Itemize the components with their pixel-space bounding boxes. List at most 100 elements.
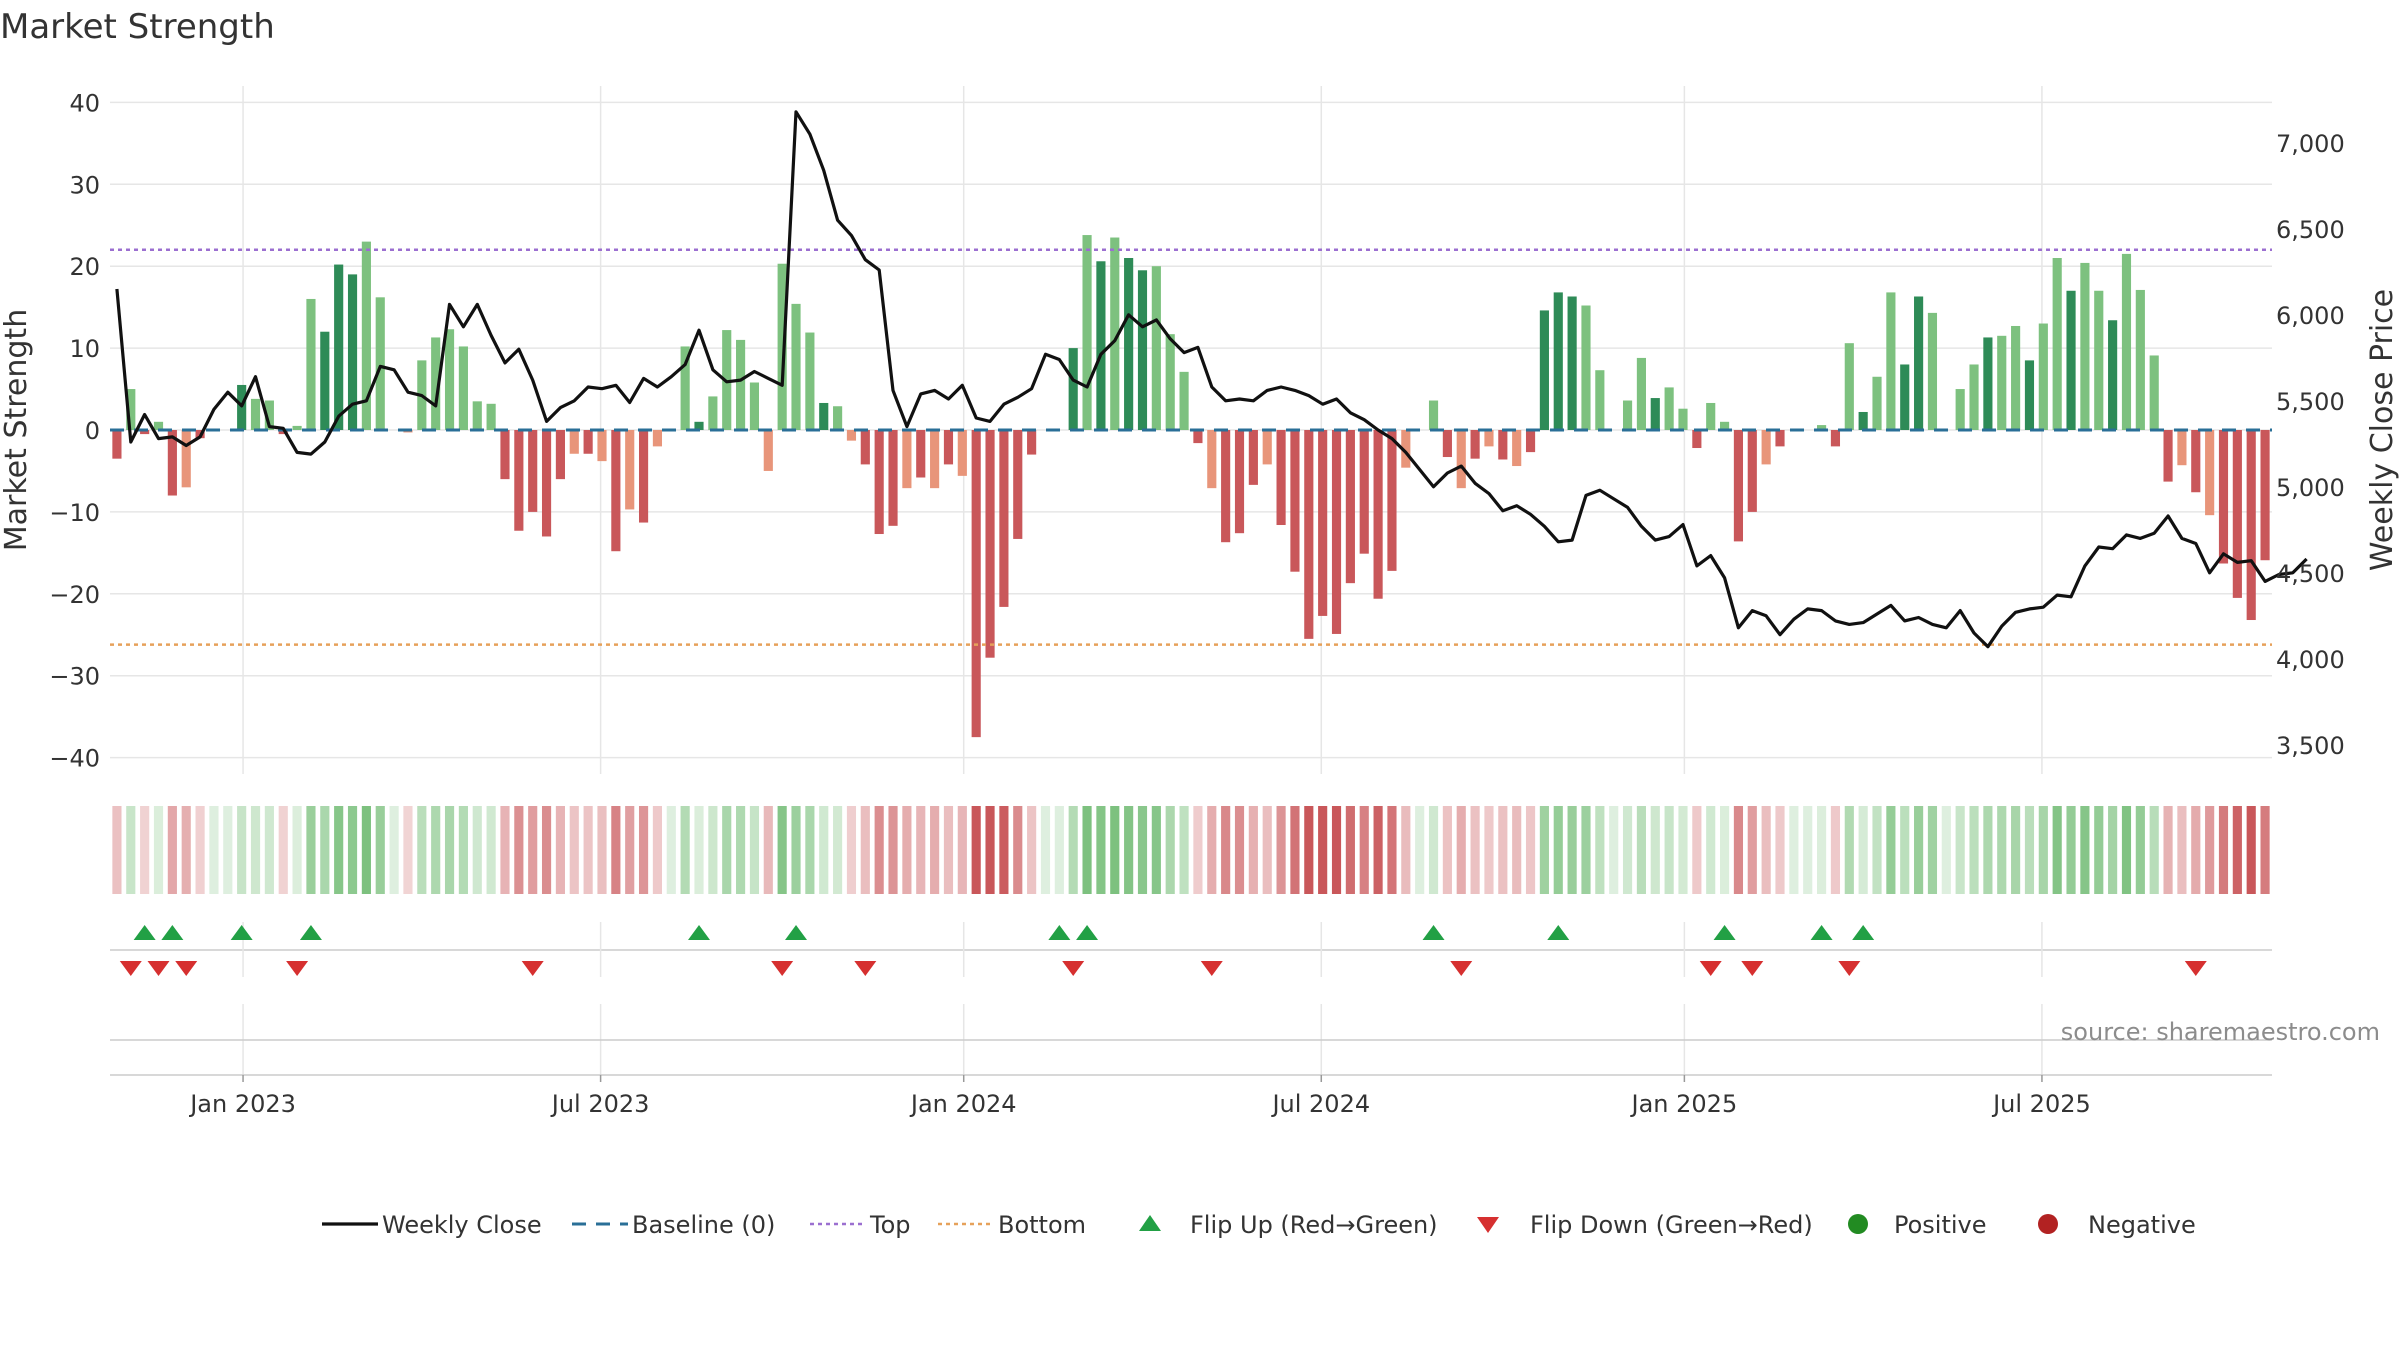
strength-bar bbox=[805, 332, 815, 430]
heat-cell bbox=[1525, 806, 1536, 894]
x-tick-label: Jul 2025 bbox=[1991, 1090, 2091, 1118]
heat-cell bbox=[722, 806, 732, 894]
strength-bar bbox=[2135, 289, 2145, 430]
heat-cell bbox=[2038, 806, 2048, 894]
strength-bar bbox=[444, 329, 455, 430]
heat-cell bbox=[1969, 806, 1979, 894]
strength-bar bbox=[1539, 310, 1549, 430]
strength-bar bbox=[1817, 425, 1827, 430]
strength-bar bbox=[708, 396, 718, 430]
strength-bar bbox=[1470, 430, 1480, 459]
strength-bar bbox=[749, 382, 760, 430]
strength-bar bbox=[2052, 258, 2062, 430]
heat-cell bbox=[2121, 806, 2132, 894]
x-tick-label: Jul 2024 bbox=[1270, 1090, 1370, 1118]
heat-cell bbox=[1900, 806, 1910, 894]
heat-cell bbox=[1137, 806, 1148, 894]
heat-cell bbox=[1983, 806, 1993, 894]
legend-label: Flip Down (Green→Red) bbox=[1530, 1211, 1813, 1239]
flip-down-marker bbox=[771, 961, 794, 976]
heat-cell bbox=[2108, 806, 2118, 894]
heat-cell bbox=[1373, 806, 1383, 894]
strength-bar bbox=[1636, 357, 1646, 430]
left-tick-label: 10 bbox=[69, 335, 100, 363]
strength-bar bbox=[777, 263, 787, 430]
heat-cell bbox=[625, 806, 635, 894]
strength-bar bbox=[1124, 258, 1134, 430]
strength-bar bbox=[1428, 400, 1439, 430]
heat-cell bbox=[2191, 806, 2201, 894]
heat-cell bbox=[555, 806, 565, 894]
heat-cell bbox=[2205, 806, 2215, 894]
strength-bar bbox=[2163, 430, 2173, 482]
strength-bar bbox=[1442, 430, 1452, 458]
heat-cell bbox=[1013, 806, 1023, 894]
strength-bar bbox=[1733, 430, 1744, 542]
strength-bar bbox=[846, 430, 857, 441]
strength-bar bbox=[140, 430, 150, 435]
heat-cell bbox=[888, 806, 898, 894]
strength-bar bbox=[625, 430, 635, 510]
heat-cell bbox=[791, 806, 801, 894]
strength-bar bbox=[334, 264, 344, 430]
strength-bar bbox=[583, 430, 593, 454]
heat-cell bbox=[1678, 806, 1688, 894]
flip-up-marker bbox=[1422, 925, 1445, 940]
right-tick-label: 5,500 bbox=[2276, 388, 2345, 416]
strength-bar bbox=[943, 430, 954, 465]
strength-bar bbox=[1678, 408, 1688, 430]
heat-cell bbox=[2080, 806, 2090, 894]
strength-bar bbox=[2066, 290, 2076, 430]
strength-bar bbox=[500, 430, 510, 480]
heat-cell bbox=[1955, 806, 1965, 894]
heat-cell bbox=[749, 806, 760, 894]
strength-bar bbox=[1484, 430, 1494, 447]
heat-cell bbox=[1442, 806, 1452, 894]
flip-up-marker bbox=[1713, 925, 1736, 940]
heat-cell bbox=[708, 806, 718, 894]
heat-cell bbox=[943, 806, 954, 894]
strength-bar bbox=[1082, 235, 1092, 430]
left-tick-label: 30 bbox=[69, 171, 100, 199]
heat-cell bbox=[1553, 806, 1563, 894]
heat-cell bbox=[1858, 806, 1868, 894]
strength-bars bbox=[112, 235, 2270, 738]
strength-bar bbox=[1498, 430, 1508, 460]
strength-bar bbox=[1914, 296, 1924, 430]
strength-bar bbox=[1761, 430, 1771, 465]
strength-bar bbox=[2038, 323, 2048, 430]
strength-bar bbox=[1622, 400, 1633, 430]
right-axis-label: Weekly Close Price bbox=[2365, 289, 2400, 571]
strength-bar bbox=[278, 430, 288, 435]
heat-cell bbox=[2094, 806, 2104, 894]
heat-cell bbox=[1803, 806, 1813, 894]
strength-bar bbox=[1886, 292, 1896, 430]
legend-triangle-down-icon bbox=[1477, 1217, 1499, 1233]
heat-cell bbox=[2135, 806, 2145, 894]
left-axis-label: Market Strength bbox=[0, 309, 34, 551]
reference-lines bbox=[110, 248, 2272, 646]
left-tick-label: −40 bbox=[49, 745, 100, 773]
heat-cell bbox=[1622, 806, 1633, 894]
legend-label: Positive bbox=[1894, 1211, 1987, 1239]
strength-bar bbox=[306, 298, 316, 430]
heat-cell bbox=[1331, 806, 1342, 894]
flip-down-marker bbox=[1741, 961, 1764, 976]
heat-cell bbox=[763, 806, 773, 894]
strength-bar bbox=[819, 402, 829, 430]
heat-cell bbox=[999, 806, 1009, 894]
heat-cell bbox=[985, 806, 995, 894]
heat-cell bbox=[1817, 806, 1827, 894]
heat-cell bbox=[334, 806, 344, 894]
strength-bar bbox=[1137, 270, 1148, 430]
heat-cell bbox=[1248, 806, 1258, 894]
heat-cell bbox=[264, 806, 274, 894]
x-tick-label: Jan 2024 bbox=[909, 1090, 1017, 1118]
right-tick-label: 7,000 bbox=[2276, 130, 2345, 158]
heat-cell bbox=[1650, 806, 1660, 894]
strength-bar bbox=[1290, 430, 1300, 572]
heat-cell bbox=[375, 806, 385, 894]
heat-cell bbox=[209, 806, 219, 894]
strength-bar bbox=[1997, 335, 2007, 430]
